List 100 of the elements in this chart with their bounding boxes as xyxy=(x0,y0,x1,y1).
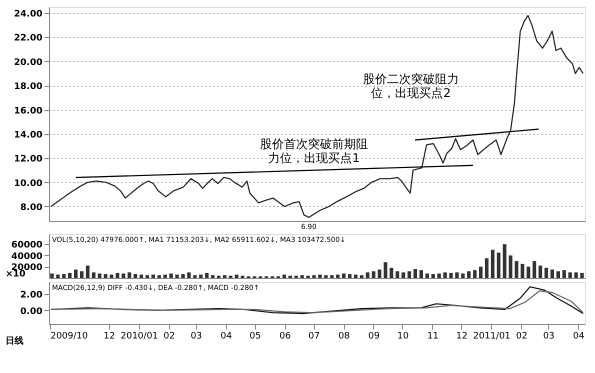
x-tick-label: 11 xyxy=(427,332,439,342)
bar xyxy=(544,268,548,278)
bar xyxy=(425,273,429,278)
bar xyxy=(514,261,518,278)
x-tick-label: 09 xyxy=(368,332,380,342)
bar xyxy=(134,274,138,278)
bar xyxy=(461,273,465,278)
bar xyxy=(210,275,215,278)
bar xyxy=(122,273,126,278)
bar xyxy=(104,274,108,278)
y-tick-label: 2.00 xyxy=(20,290,42,301)
bar xyxy=(354,274,358,278)
y-tick-label: 40000 xyxy=(11,252,42,262)
y-axis-title: ×10 xyxy=(6,270,26,280)
bar xyxy=(496,252,500,278)
bar xyxy=(175,274,179,278)
bar xyxy=(520,264,524,278)
bar xyxy=(402,272,406,278)
bar xyxy=(538,266,542,278)
bar xyxy=(408,271,412,278)
bar xyxy=(568,272,572,278)
bar xyxy=(74,270,78,278)
bar xyxy=(92,272,96,278)
x-tick-label: 03 xyxy=(190,332,202,342)
bar xyxy=(56,274,60,278)
y-tick-label: 14.00 xyxy=(14,130,42,140)
bar xyxy=(163,274,167,278)
bar xyxy=(419,270,424,278)
x-tick-label: 02 xyxy=(164,332,175,342)
bar xyxy=(86,266,90,278)
x-tick-label: 10 xyxy=(397,332,409,342)
bar xyxy=(378,270,382,278)
x-tick-label: 2011/01 xyxy=(473,332,511,342)
bar xyxy=(550,270,554,278)
x-tick-label: 05 xyxy=(249,332,261,342)
bar xyxy=(473,270,477,278)
x-axis-title: 日线 xyxy=(6,336,24,346)
bar xyxy=(478,266,483,278)
bar xyxy=(330,275,334,278)
y-tick-label: 18.00 xyxy=(14,82,42,92)
bar xyxy=(336,274,340,278)
bar xyxy=(449,272,453,278)
bar xyxy=(372,271,376,278)
bar xyxy=(282,274,286,278)
x-tick-label: 2009/10 xyxy=(50,332,88,342)
y-tick-label: 20.00 xyxy=(14,58,42,68)
bar xyxy=(300,275,304,278)
bar xyxy=(222,275,226,278)
x-tick-label: 2010/01 xyxy=(120,332,158,342)
x-tick-label: 04 xyxy=(573,332,585,342)
bar xyxy=(413,268,418,278)
y-tick-label: 10.00 xyxy=(14,178,42,189)
annotation: 股价首次突破前期阻力位，出现买点1 xyxy=(260,137,368,165)
bar xyxy=(199,274,203,278)
bar xyxy=(366,272,370,278)
bar xyxy=(80,271,84,278)
bar xyxy=(490,250,494,278)
bar xyxy=(205,272,209,278)
x-tick-label: 06 xyxy=(279,332,292,342)
bar xyxy=(318,274,322,278)
bar xyxy=(128,272,132,278)
bar xyxy=(312,275,316,278)
bar xyxy=(437,273,441,278)
bar xyxy=(348,274,352,278)
bar xyxy=(342,273,346,278)
x-tick-label: 03 xyxy=(543,332,555,342)
bar xyxy=(455,272,459,278)
bar xyxy=(62,274,66,278)
x-tick-label: 07 xyxy=(308,332,320,342)
bar xyxy=(396,271,400,278)
bar xyxy=(68,272,72,278)
y-tick-label: 24.00 xyxy=(14,10,42,20)
bar xyxy=(324,275,328,278)
bar xyxy=(360,275,364,278)
bar xyxy=(390,268,394,278)
bar xyxy=(50,273,54,278)
bar xyxy=(532,261,536,278)
bar xyxy=(181,274,185,278)
y-tick-label: 60000 xyxy=(11,240,42,251)
x-tick-label: 02 xyxy=(516,332,528,342)
x-tick-label: 08 xyxy=(338,332,350,342)
x-tick-label: 12 xyxy=(104,332,116,342)
bar xyxy=(484,258,489,278)
bar xyxy=(431,274,435,278)
line-series xyxy=(50,290,584,314)
bar xyxy=(151,274,156,278)
bar xyxy=(145,275,150,278)
bar xyxy=(234,274,238,278)
y-tick-label: 16.00 xyxy=(14,106,42,116)
bar xyxy=(384,262,388,278)
bar xyxy=(116,272,120,278)
bar xyxy=(193,275,197,278)
bar xyxy=(98,273,102,278)
y-tick-label: 0.00 xyxy=(20,306,42,317)
bar xyxy=(110,274,114,278)
bar xyxy=(580,272,584,278)
annotation: 股价二次突破阻力位，出现买点2 xyxy=(363,72,459,100)
bar xyxy=(467,271,471,278)
bar xyxy=(157,275,161,278)
x-tick-label: 04 xyxy=(220,332,232,342)
